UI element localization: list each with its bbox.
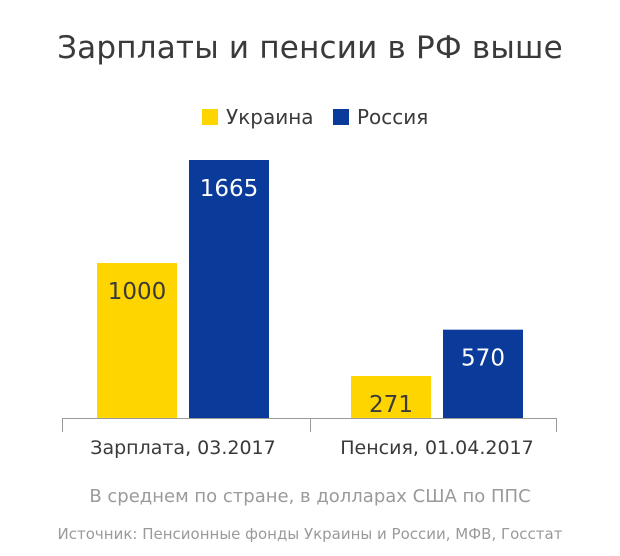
x-axis: Зарплата, 03.2017 Пенсия, 01.04.2017 [62,418,557,459]
chart-title: Зарплаты и пенсии в РФ выше [57,30,563,66]
bar-russia-pension [443,329,523,418]
x-tick-label-pension: Пенсия, 01.04.2017 [340,437,534,459]
x-tick-label-salary: Зарплата, 03.2017 [90,437,275,459]
chart-subtitle: В среднем по стране, в долларах США по П… [89,486,531,507]
chart-source: Источник: Пенсионные фонды Украины и Рос… [57,525,563,543]
data-label-ukraine-salary: 1000 [108,279,167,305]
legend-label-russia: Россия [357,105,428,129]
data-label-ukraine-pension: 271 [369,392,413,418]
bar-ukraine-pension [351,376,431,418]
legend-swatch-ukraine [202,109,218,125]
data-label-russia-salary: 1665 [200,176,259,202]
bars: 1000 1665 271 570 [97,160,523,418]
legend: Украина Россия [202,105,428,129]
bar-russia-salary [189,160,269,418]
legend-label-ukraine: Украина [226,105,314,129]
bar-ukraine-salary [97,263,177,418]
data-label-russia-pension: 570 [461,346,505,372]
legend-swatch-russia [333,109,349,125]
